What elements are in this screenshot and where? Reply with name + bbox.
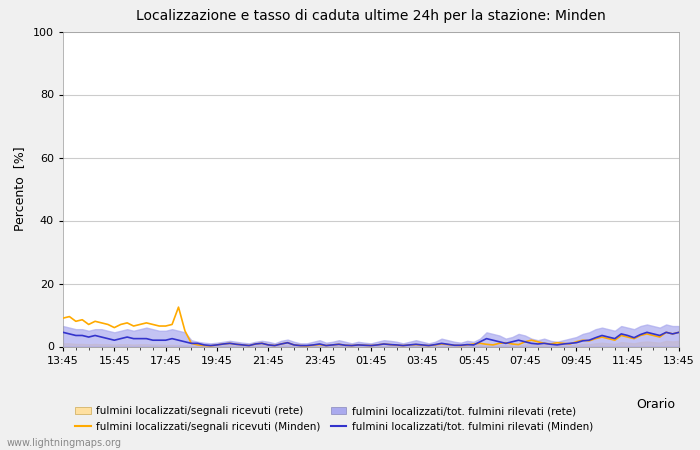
Title: Localizzazione e tasso di caduta ultime 24h per la stazione: Minden: Localizzazione e tasso di caduta ultime … bbox=[136, 9, 606, 23]
Text: www.lightningmaps.org: www.lightningmaps.org bbox=[7, 438, 122, 448]
Y-axis label: Percento  [%]: Percento [%] bbox=[13, 147, 26, 231]
Legend: fulmini localizzati/segnali ricevuti (rete), fulmini localizzati/segnali ricevut: fulmini localizzati/segnali ricevuti (re… bbox=[71, 402, 597, 436]
Text: Orario: Orario bbox=[636, 398, 676, 411]
